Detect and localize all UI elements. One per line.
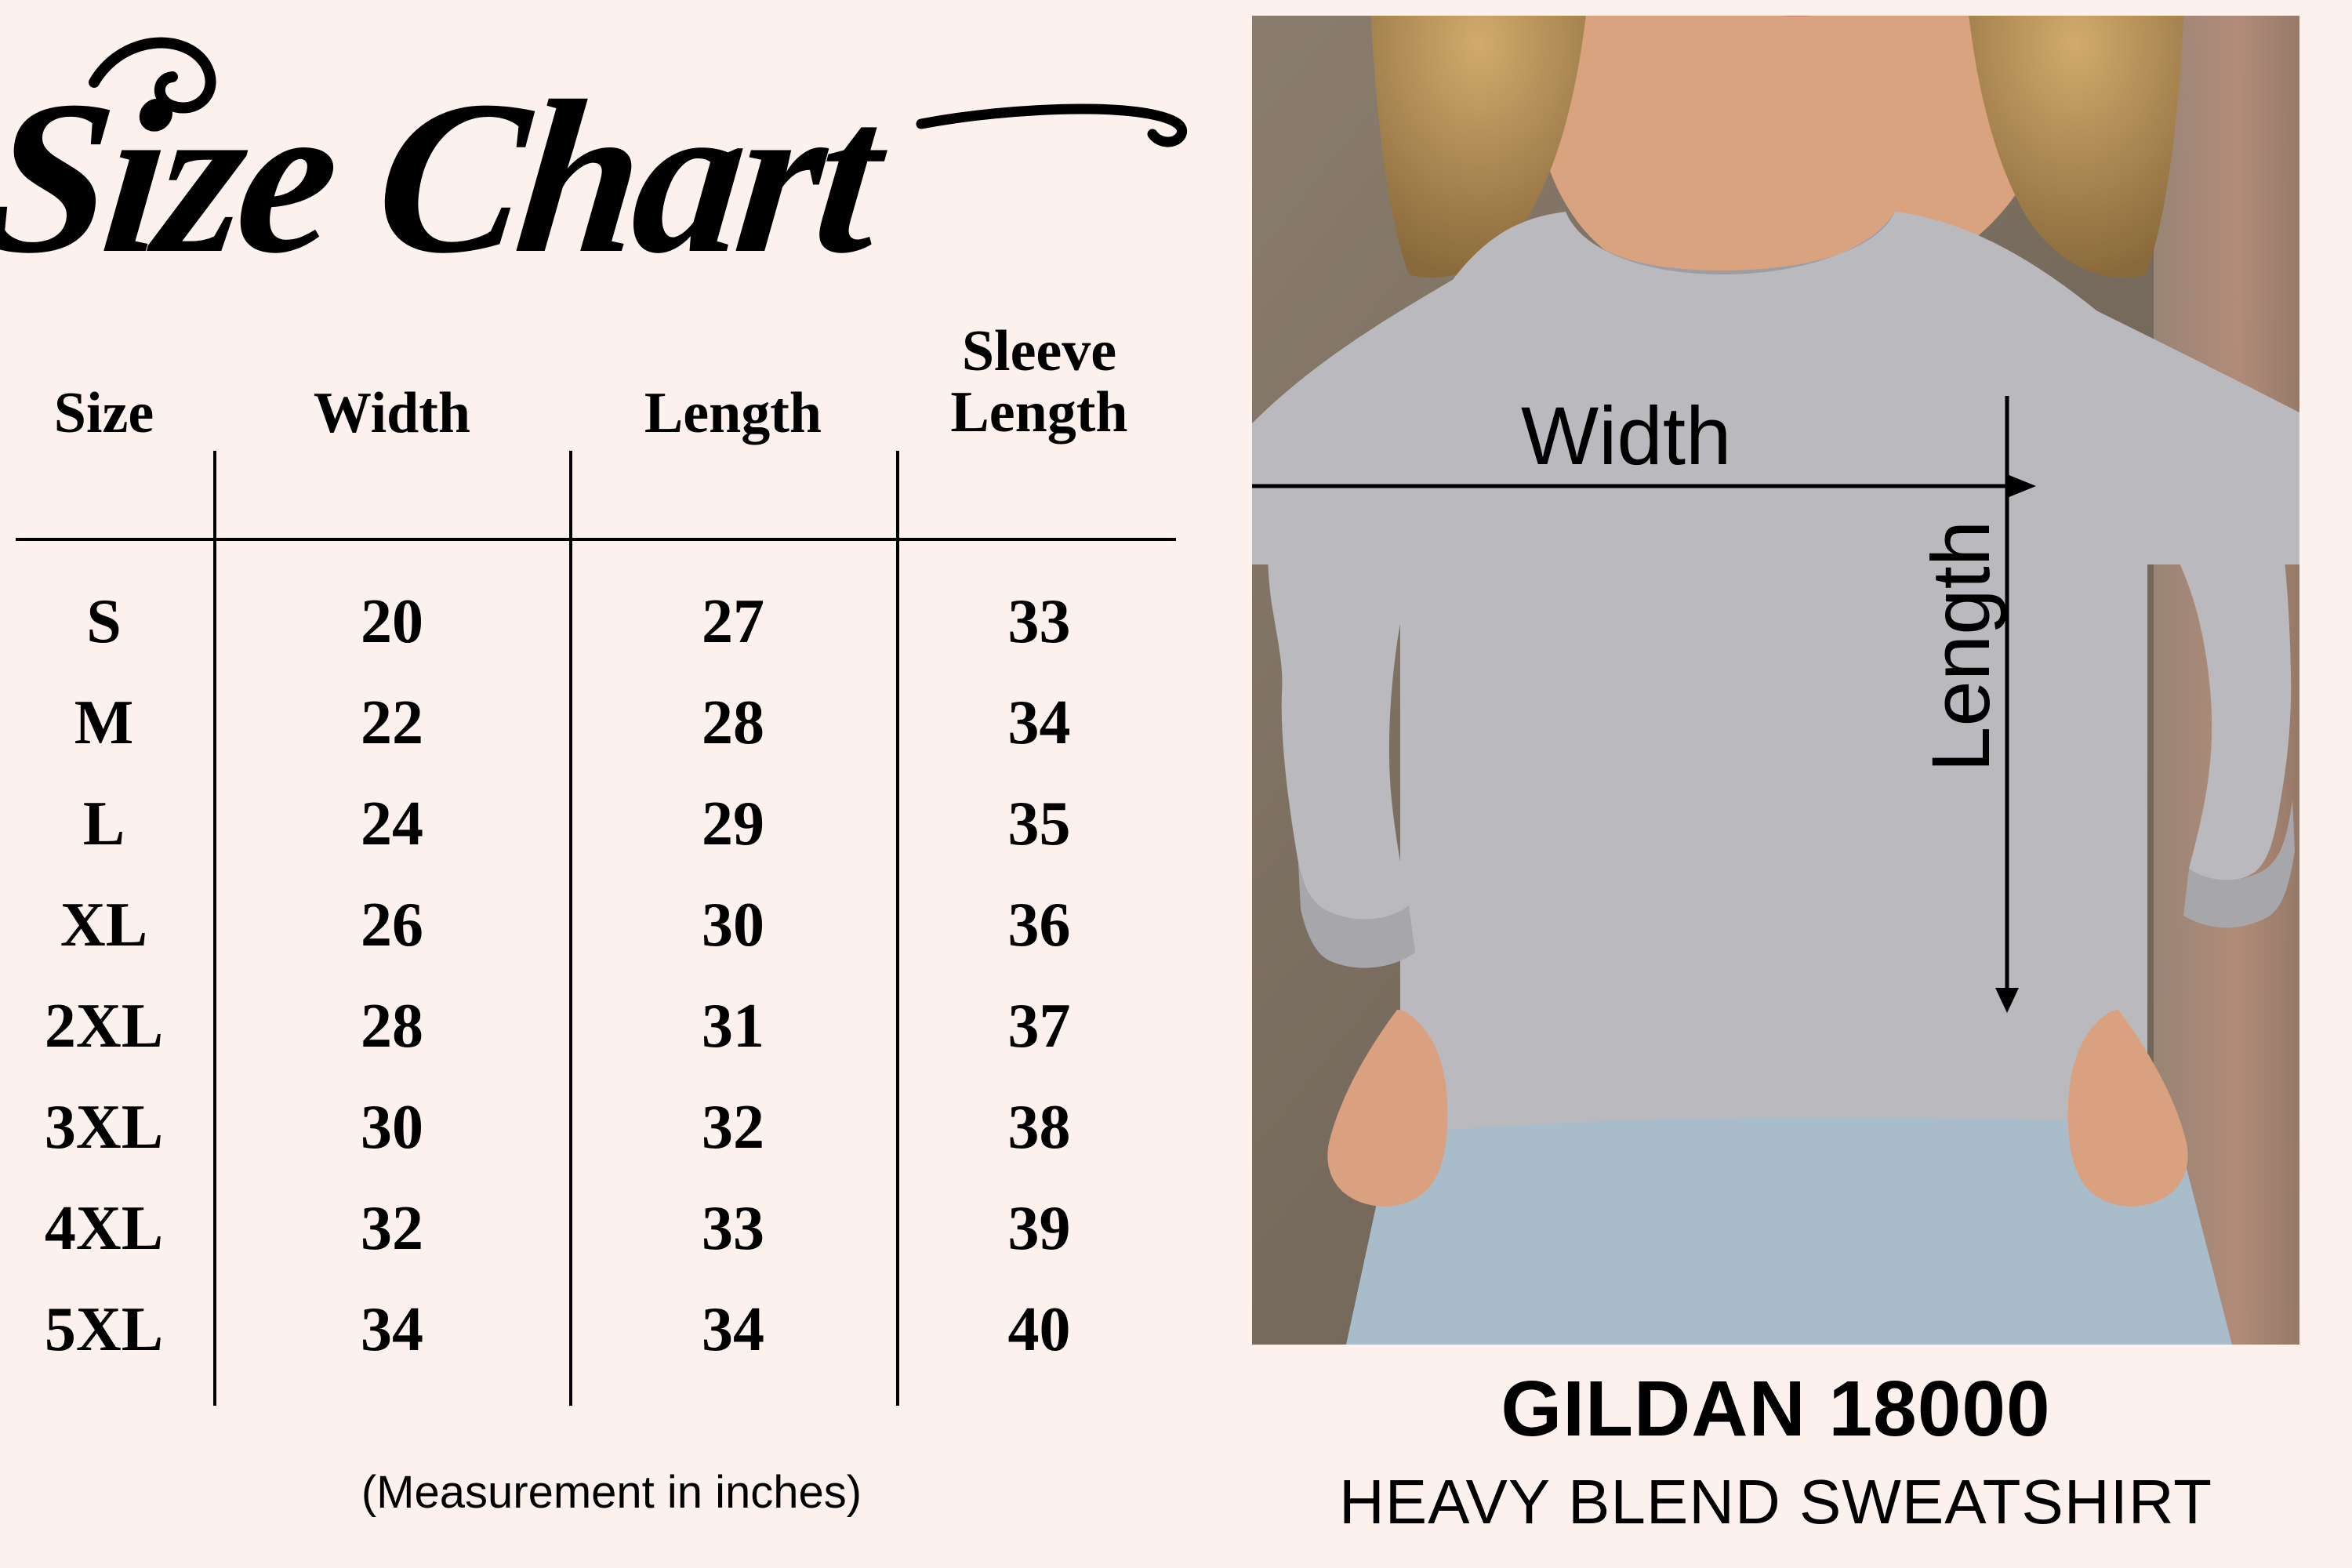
svg-text:Width: Width — [1521, 390, 1731, 482]
svg-text:Length: Length — [1915, 521, 2007, 772]
svg-text:Size Chart: Size Chart — [0, 56, 899, 299]
